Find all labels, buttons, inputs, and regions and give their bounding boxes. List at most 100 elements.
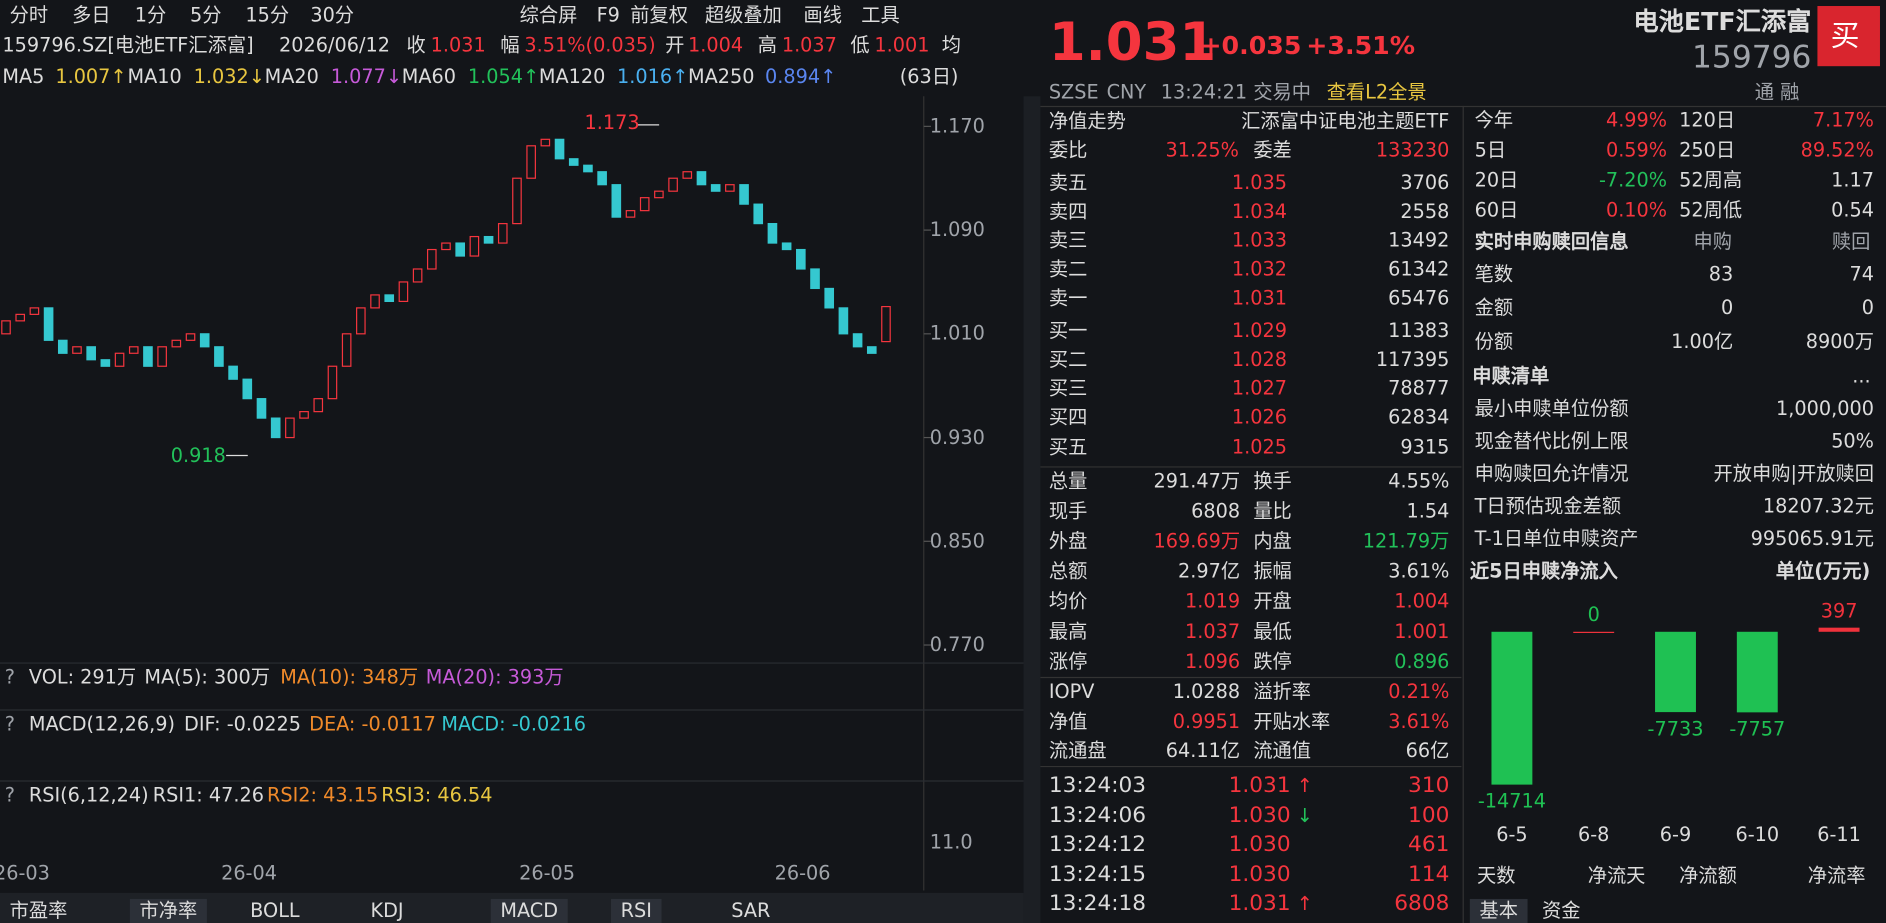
x-tick-label: 6-5 (1496, 823, 1528, 846)
tool-button[interactable]: F9 (596, 3, 620, 27)
ma-value: 1.054↑ (467, 64, 540, 88)
help-icon[interactable]: ? (4, 712, 16, 736)
candle-open (185, 333, 196, 341)
candle-open (29, 307, 40, 315)
value: 1.001 (1394, 619, 1450, 643)
indicator-tab[interactable]: 市净率 (129, 898, 207, 923)
x-tick-label: 6-8 (1577, 823, 1610, 846)
indicator-tab[interactable]: SAR (731, 898, 771, 922)
candle-open (285, 417, 295, 439)
label: 赎回 (1831, 229, 1871, 253)
label: 跌停 (1253, 649, 1292, 673)
x-tick-label: 26-03 (0, 861, 50, 885)
label: 开盘 (1253, 589, 1292, 613)
more[interactable]: ... (1852, 364, 1871, 388)
tool-button[interactable]: 前复权 (630, 3, 689, 27)
y-tick-label: 11.0 (929, 830, 973, 854)
candle-open (810, 268, 820, 290)
label: 最低 (1253, 619, 1292, 643)
ma-name: MA250 (688, 64, 755, 88)
tool-button[interactable]: 超级叠加 (704, 3, 782, 27)
y-tick-label: 0.930 (929, 425, 985, 449)
info-date: 2026/06/12 (279, 33, 390, 57)
label: 1.031 (1228, 890, 1291, 916)
candle-open (611, 184, 622, 218)
help-icon[interactable]: ? (4, 783, 16, 807)
help-icon[interactable]: ? (4, 665, 16, 689)
footer-label: 天数 (1477, 864, 1516, 887)
label: 笔数 (1474, 262, 1514, 286)
label: 申购 (1693, 229, 1733, 253)
period-tab[interactable]: 1分 (134, 3, 167, 27)
label: 0 (1861, 296, 1874, 319)
macd-label: MACD: -0.0216 (441, 712, 587, 736)
info-high-label: 高 (757, 33, 778, 57)
candle-open (583, 164, 593, 173)
candle-open (1, 320, 11, 335)
indicator-tab[interactable]: MACD (490, 898, 568, 923)
indicator-tab[interactable]: 市盈率 (9, 898, 68, 922)
candle-open (682, 171, 693, 179)
indicator-tab[interactable]: BOLL (250, 898, 300, 922)
label: 310 (1408, 772, 1450, 798)
value: 1.004 (1394, 589, 1450, 613)
candle-open (299, 411, 309, 419)
label: 外盘 (1048, 529, 1088, 553)
label: 52周高 (1679, 168, 1743, 192)
label: 13:24:06 (1048, 802, 1147, 828)
candle-open (455, 242, 466, 257)
side-tab[interactable]: 资金 (1541, 898, 1581, 922)
buy-button[interactable]: 买 (1830, 19, 1860, 53)
label: 13:24:03 (1048, 772, 1147, 798)
side-tab[interactable]: 基本 (1469, 898, 1528, 923)
value: 3.61% (1388, 709, 1450, 733)
info-avg-label: 均 (941, 33, 962, 57)
book-label: 卖五 (1048, 170, 1088, 194)
label: 133230 (1375, 138, 1450, 162)
ma-value: 0.894↑ (764, 64, 837, 88)
period-tab[interactable]: 30分 (310, 3, 355, 27)
candle-open (384, 294, 395, 303)
book-price: 1.031 (1231, 286, 1287, 310)
period-tab[interactable]: 多日 (72, 3, 111, 27)
book-volume: 11383 (1388, 318, 1450, 342)
period-tab[interactable]: 分时 (9, 3, 49, 27)
candle-open (469, 235, 480, 257)
label: 委差 (1253, 138, 1292, 162)
label: 5日 (1474, 138, 1507, 162)
label: 份额 (1474, 329, 1514, 353)
candle-open (214, 346, 224, 367)
label: 31.25% (1165, 138, 1239, 162)
divider[interactable] (1023, 96, 1041, 923)
info-close: 1.031 (430, 33, 486, 57)
buy-box[interactable] (1817, 6, 1880, 67)
macd-label: DEA: -0.0117 (309, 712, 436, 736)
period-tab[interactable]: 5分 (190, 3, 222, 27)
candle-open (739, 184, 749, 205)
change: +0.035 (1200, 30, 1302, 60)
book-volume: 78877 (1388, 376, 1450, 400)
label: 250日 (1679, 138, 1736, 162)
candle-open (398, 281, 409, 303)
status: 交易中 (1253, 80, 1312, 104)
value: -7.20% (1598, 168, 1668, 192)
nav-trend[interactable]: 净值走势 (1048, 109, 1126, 133)
value: 121.79万 (1362, 529, 1450, 553)
label: T日预估现金差额 (1474, 494, 1622, 518)
tool-button[interactable]: 工具 (861, 3, 900, 27)
period-label[interactable]: (63日) (899, 64, 959, 88)
indicator-tab[interactable]: KDJ (370, 898, 404, 922)
candle-open (114, 352, 125, 367)
status[interactable]: 查看L2全景 (1326, 80, 1427, 104)
candle-open (341, 333, 352, 367)
indicator-tab[interactable]: RSI (611, 898, 662, 923)
book-label: 买三 (1048, 376, 1088, 400)
book-volume: 2558 (1400, 199, 1450, 223)
period-tab[interactable]: 15分 (245, 3, 290, 27)
value: 0.9951 (1172, 709, 1241, 733)
tool-button[interactable]: 综合屏 (519, 3, 578, 27)
candle-open (526, 145, 536, 179)
label: 18207.32元 (1762, 494, 1874, 518)
tool-button[interactable]: 画线 (803, 3, 842, 27)
macd-label: MACD(12,26,9) (28, 712, 176, 736)
